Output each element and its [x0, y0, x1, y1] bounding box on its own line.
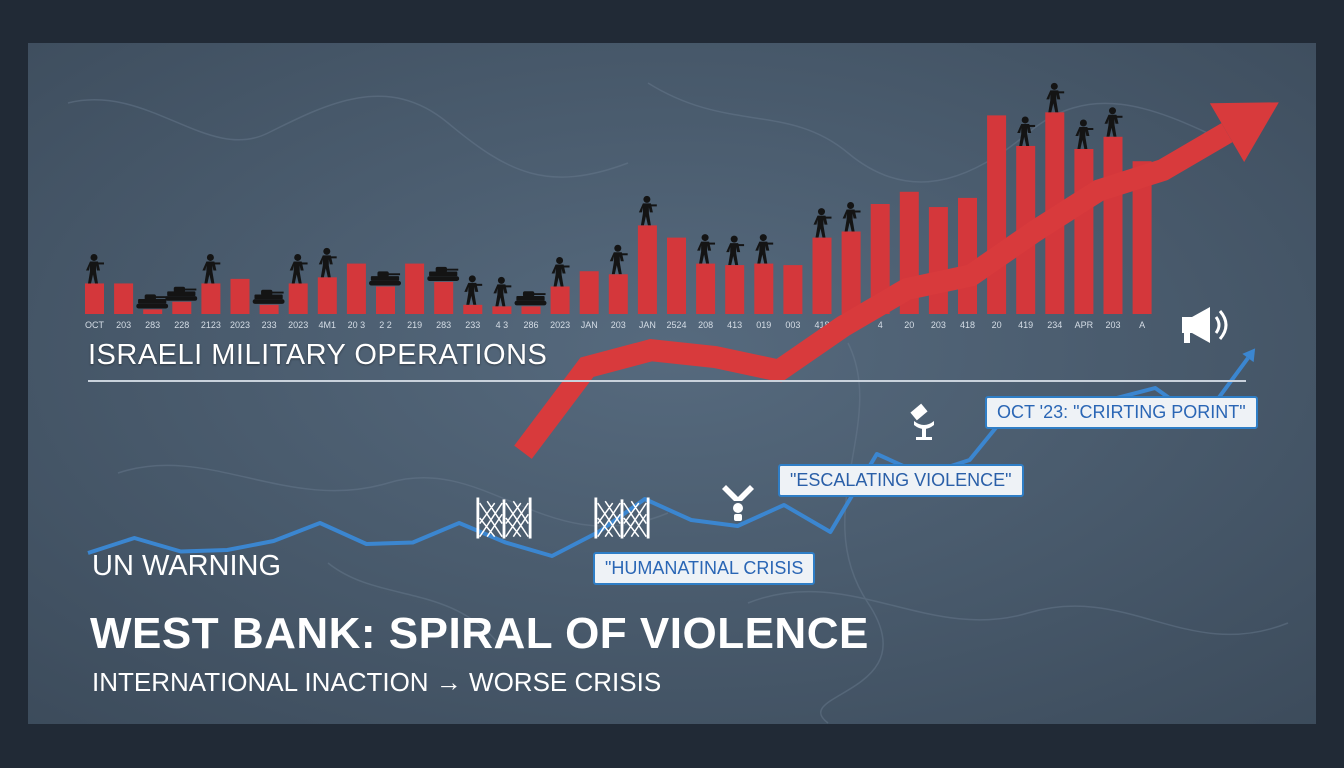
x-tick-label: 413 [727, 320, 742, 330]
x-tick-label: 283 [145, 320, 160, 330]
x-tick-label: 003 [785, 320, 800, 330]
bar [259, 304, 279, 314]
bar [172, 301, 192, 314]
x-tick-label: 203 [931, 320, 946, 330]
bar [521, 306, 541, 314]
bar [85, 283, 104, 314]
x-tick-label: 233 [465, 320, 480, 330]
page-title: WEST BANK: SPIRAL OF VIOLENCE [90, 609, 869, 658]
x-tick-label: 233 [262, 320, 277, 330]
x-tick-label: 4 [878, 320, 883, 330]
bar [550, 286, 570, 314]
x-tick-label: JAN [639, 320, 656, 330]
blue-arrow-head [1242, 348, 1256, 363]
callout-humanitarian-crisis: "HUMANATINAL CRISIS [593, 552, 816, 585]
x-tick-label: 2023 [288, 320, 308, 330]
x-tick-label: 2023 [230, 320, 250, 330]
bar [870, 204, 890, 314]
bar [463, 304, 483, 314]
x-tick-label: JAN [581, 320, 598, 330]
x-tick-label: 418 [814, 320, 829, 330]
bar [114, 283, 134, 314]
x-tick-label: OCT [85, 320, 105, 330]
divider-line [88, 380, 1246, 382]
x-tick-label: 208 [698, 320, 713, 330]
page-subtitle: INTERNATIONAL INACTION → WORSE CRISIS [92, 667, 662, 697]
x-tick-label: 203 [611, 320, 626, 330]
x-tick-label: 219 [407, 320, 422, 330]
bar [667, 237, 686, 314]
bar [434, 281, 454, 314]
callout-escalating-violence: "ESCALATING VIOLENCE" [778, 464, 1024, 497]
map-texture [67, 82, 1289, 724]
bar [230, 278, 250, 314]
x-tick-label: 2023 [550, 320, 570, 330]
bar [958, 197, 977, 314]
un-warning-label: UN WARNING [92, 550, 282, 582]
x-tick-label: 234 [1047, 320, 1062, 330]
x-tick-label: 283 [436, 320, 451, 330]
bar [928, 207, 948, 314]
x-tick-label: 418 [960, 320, 975, 330]
x-tick-label: 2 2 [379, 320, 392, 330]
x-tick-label: 019 [756, 320, 771, 330]
x-tick-label: 20 [992, 320, 1002, 330]
bar [376, 286, 395, 314]
bar [288, 283, 308, 314]
bar [637, 225, 657, 314]
bar [608, 274, 628, 314]
bar [783, 265, 803, 314]
x-tick-label: 20 [904, 320, 914, 330]
megaphone-icon [1182, 307, 1228, 343]
bar [201, 283, 221, 314]
bar [812, 237, 832, 314]
red-trend-arrow [514, 102, 1279, 459]
bar [143, 309, 163, 314]
x-tick-label: 20 3 [348, 320, 366, 330]
x-tick-label: 228 [174, 320, 189, 330]
x-tick-label: 2524 [666, 320, 686, 330]
chart-canvas: OCT 203 283 228 2123 2023 233 2023 4M1 20 3 2 2 219… [28, 43, 1316, 724]
bar [405, 263, 425, 314]
map-background [28, 43, 1316, 724]
x-tick-label: 2123 [201, 320, 221, 330]
x-tick-label: 4 3 [496, 320, 509, 330]
bar [1103, 136, 1123, 314]
bar [1132, 161, 1152, 314]
protest-icon [722, 485, 754, 521]
x-tick-labels: OCT 203 283 228 2123 2023 233 2023 4M1 20 3 2 2 219… [85, 320, 1145, 330]
x-tick-label: 419 [1018, 320, 1033, 330]
x-tick-label: 203 [1105, 320, 1120, 330]
bar [987, 115, 1007, 314]
x-tick-label: APR [1075, 320, 1094, 330]
bar [317, 277, 337, 314]
callout-tipping-point: OCT '23: "CRIRTING PORINT" [985, 396, 1258, 429]
x-tick-label: 286 [523, 320, 538, 330]
bar [346, 263, 366, 314]
bar [754, 263, 774, 314]
bar [1074, 149, 1094, 314]
section-label: ISRAELI MILITARY OPERATIONS [88, 339, 548, 371]
x-tick-label: 203 [116, 320, 131, 330]
red-trend-line [514, 123, 1233, 459]
red-arrow-head [1209, 102, 1279, 162]
chart-panel: OCT 203 283 228 2123 2023 233 2023 4M1 20 3 2 2 219… [28, 43, 1316, 724]
x-tick-label: 4M1 [319, 320, 337, 330]
bar [696, 263, 716, 314]
bar [579, 271, 599, 314]
bar [492, 306, 512, 314]
protest-icon [910, 403, 934, 440]
x-tick-label: A [1139, 320, 1145, 330]
bar [841, 231, 861, 314]
bar [725, 265, 745, 314]
